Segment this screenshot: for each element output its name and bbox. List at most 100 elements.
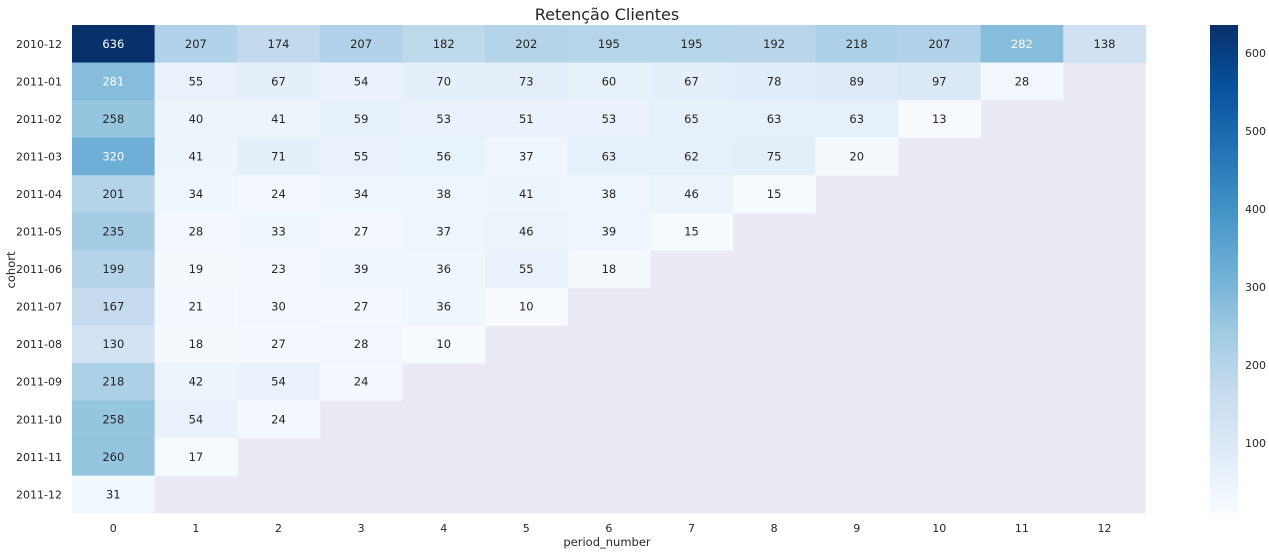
- heatmap-cell: [72, 250, 155, 289]
- heatmap-cell-label: 258: [102, 412, 124, 426]
- heatmap-cell-label: 30: [271, 300, 286, 314]
- y-tick-label: 2011-12: [16, 488, 62, 501]
- x-tick-label: 12: [1098, 522, 1112, 535]
- heatmap-cell: [72, 475, 155, 514]
- heatmap-cell: [237, 175, 321, 214]
- heatmap-cell: [72, 212, 155, 251]
- heatmap-cell-label: 31: [106, 487, 121, 501]
- heatmap-cell-label: 23: [271, 262, 286, 276]
- heatmap-cell-label: 97: [932, 74, 947, 88]
- heatmap-cell-label: 38: [602, 187, 617, 201]
- heatmap-cell: [154, 137, 238, 176]
- heatmap-cell-label: 320: [102, 149, 124, 163]
- heatmap-cell-label: 28: [189, 225, 204, 239]
- heatmap-cell-label: 89: [849, 74, 864, 88]
- heatmap-cell: [237, 100, 321, 139]
- heatmap-cell-label: 138: [1094, 37, 1116, 51]
- heatmap-cell: [402, 250, 486, 289]
- heatmap-cell: [154, 325, 238, 364]
- heatmap-cell: [237, 287, 321, 326]
- heatmap-cell: [237, 25, 321, 63]
- colorbar-tick-label: 200: [1245, 359, 1266, 372]
- y-tick-label: 2011-03: [16, 150, 62, 163]
- heatmap-cell: [319, 137, 403, 176]
- heatmap-cell-label: 34: [354, 187, 369, 201]
- heatmap-cell-label: 15: [767, 187, 782, 201]
- heatmap-cell: [319, 287, 403, 326]
- y-tick-label: 2011-09: [16, 376, 62, 389]
- heatmap-cell-label: 636: [102, 37, 124, 51]
- heatmap-cell-label: 55: [354, 149, 369, 163]
- heatmap-cell: [72, 362, 155, 401]
- x-tick-label: 6: [605, 522, 612, 535]
- heatmap-cell-label: 67: [684, 74, 699, 88]
- heatmap-cell: [650, 212, 734, 251]
- y-tick-label: 2011-02: [16, 113, 62, 126]
- y-tick-label: 2010-12: [16, 38, 62, 51]
- heatmap-cell-label: 37: [519, 149, 534, 163]
- heatmap-cell-label: 53: [602, 112, 617, 126]
- heatmap-cell: [72, 175, 155, 214]
- heatmap-cell-label: 24: [354, 375, 369, 389]
- heatmap-cell-label: 63: [767, 112, 782, 126]
- heatmap-cell-label: 10: [436, 337, 451, 351]
- heatmap-cell-label: 10: [519, 300, 534, 314]
- heatmap-cell-label: 56: [436, 149, 451, 163]
- heatmap-cell-label: 46: [519, 225, 534, 239]
- heatmap-cell-label: 24: [271, 412, 286, 426]
- x-tick-label: 11: [1015, 522, 1029, 535]
- heatmap-cell: [898, 25, 981, 63]
- heatmap-cell: [732, 100, 816, 139]
- heatmap-cell-label: 235: [102, 225, 124, 239]
- x-tick-label: 5: [523, 522, 530, 535]
- heatmap-cell-label: 53: [436, 112, 451, 126]
- heatmap-cell: [72, 325, 155, 364]
- x-tick-labels: 0 1 2 3 4 5 6 7 8 9 10 11 12: [110, 522, 1112, 535]
- heatmap-cell: [402, 287, 486, 326]
- heatmap-cell: [485, 25, 568, 63]
- heatmap-cells: [72, 25, 1147, 514]
- heatmap-cell: [567, 100, 651, 139]
- heatmap-cell: [154, 362, 238, 401]
- heatmap-cell: [485, 287, 568, 326]
- heatmap-cell-label: 33: [271, 225, 286, 239]
- heatmap-cell: [154, 438, 238, 476]
- heatmap-cell-label: 207: [350, 37, 372, 51]
- heatmap-cell-label: 37: [436, 225, 451, 239]
- heatmap-cell-label: 41: [519, 187, 534, 201]
- heatmap-cell: [485, 62, 568, 101]
- heatmap-cell-label: 207: [928, 37, 950, 51]
- heatmap-cell-label: 42: [189, 375, 204, 389]
- heatmap-cell: [815, 25, 899, 63]
- heatmap-cell: [319, 62, 403, 101]
- heatmap-cell-label: 17: [189, 450, 204, 464]
- heatmap-cell-label: 78: [767, 74, 782, 88]
- heatmap-cell-label: 130: [102, 337, 124, 351]
- heatmap-cell-label: 282: [1011, 37, 1033, 51]
- heatmap-cell: [898, 62, 981, 101]
- heatmap-cell: [319, 212, 403, 251]
- heatmap-cell-label: 63: [849, 112, 864, 126]
- heatmap-cell: [237, 250, 321, 289]
- heatmap-cell-label: 34: [189, 187, 204, 201]
- heatmap-cell-label: 36: [436, 300, 451, 314]
- heatmap-cell-label: 38: [436, 187, 451, 201]
- heatmap-cell-label: 202: [515, 37, 537, 51]
- heatmap-cell: [72, 287, 155, 326]
- heatmap-cell: [154, 175, 238, 214]
- heatmap-cell: [732, 175, 816, 214]
- heatmap-cell-label: 260: [102, 450, 124, 464]
- heatmap-cell-label: 18: [189, 337, 204, 351]
- heatmap-cell: [72, 100, 155, 139]
- x-tick-label: 9: [853, 522, 860, 535]
- heatmap-cell-label: 51: [519, 112, 534, 126]
- heatmap-cell: [402, 25, 486, 63]
- heatmap-cell-label: 54: [354, 74, 369, 88]
- heatmap-cell: [72, 400, 155, 439]
- heatmap-cell: [237, 400, 321, 439]
- heatmap-cell-label: 60: [602, 74, 617, 88]
- x-tick-label: 8: [771, 522, 778, 535]
- heatmap-cell: [485, 100, 568, 139]
- heatmap-cell: [319, 100, 403, 139]
